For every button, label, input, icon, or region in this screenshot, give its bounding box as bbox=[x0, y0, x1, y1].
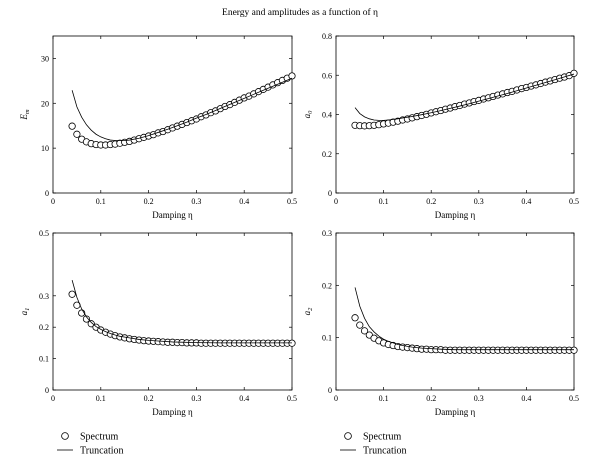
chart-panel: 0 0.1 0.2 0.3 0.4 0.5 0 0.1 0.2 0.3 Damping η a2 bbox=[302, 229, 579, 417]
y-axis-label: a0 bbox=[302, 110, 314, 119]
spectrum-point bbox=[288, 72, 296, 80]
legend-truncation-label: Truncation bbox=[80, 446, 124, 457]
y-tick-label: 0.4 bbox=[322, 111, 332, 120]
x-tick-label: 0.2 bbox=[426, 394, 436, 403]
x-tick-label: 0.5 bbox=[287, 197, 297, 206]
x-tick-label: 0.1 bbox=[379, 197, 389, 206]
x-tick-label: 0.1 bbox=[96, 394, 106, 403]
x-tick-label: 0.2 bbox=[426, 197, 436, 206]
x-tick-label: 0.4 bbox=[239, 394, 249, 403]
spectrum-point bbox=[87, 320, 95, 328]
x-tick-label: 0 bbox=[51, 394, 55, 403]
truncation-line bbox=[354, 287, 574, 351]
x-tick-label: 0.2 bbox=[144, 197, 154, 206]
x-tick-label: 0 bbox=[334, 197, 338, 206]
chart-panel: 0 0.1 0.2 0.3 0.4 0.5 0 0.1 0.2 0.3 0.5 Damping η a1 bbox=[19, 229, 297, 417]
x-tick-label: 0.4 bbox=[521, 197, 531, 206]
x-axis-label: Damping η bbox=[435, 407, 476, 417]
spectrum-point bbox=[73, 130, 81, 138]
y-axis-label: a2 bbox=[302, 307, 314, 316]
legend-spectrum-marker bbox=[344, 432, 352, 440]
y-tick-label: 0.1 bbox=[322, 334, 332, 343]
y-tick-label: 0 bbox=[45, 189, 49, 198]
y-tick-label: 0.2 bbox=[322, 150, 332, 159]
x-tick-label: 0.1 bbox=[96, 197, 106, 206]
plot-frame bbox=[335, 35, 575, 194]
chart-panel: 0 0.1 0.2 0.3 0.4 0.5 0 0.2 0.4 0.6 0.8 Damping η a0 bbox=[302, 32, 579, 220]
x-axis-label: Damping η bbox=[152, 407, 193, 417]
y-tick-label: 0.5 bbox=[39, 229, 49, 238]
plot-frame bbox=[52, 35, 293, 194]
y-tick-label: 0 bbox=[45, 386, 49, 395]
legend-spectrum-label: Spectrum bbox=[363, 432, 402, 443]
y-tick-label: 0.3 bbox=[39, 292, 49, 301]
plot-frame bbox=[335, 232, 575, 391]
x-tick-label: 0.5 bbox=[287, 394, 297, 403]
x-tick-label: 0.3 bbox=[474, 394, 484, 403]
y-tick-label: 0.2 bbox=[322, 281, 332, 290]
truncation-line bbox=[354, 73, 575, 121]
y-tick-label: 0.8 bbox=[322, 32, 332, 41]
y-axis-label: Em bbox=[19, 109, 31, 121]
legend-right: Spectrum Truncation bbox=[340, 432, 407, 457]
x-tick-label: 0.3 bbox=[191, 394, 201, 403]
x-tick-label: 0.4 bbox=[521, 394, 531, 403]
y-tick-label: 10 bbox=[41, 144, 49, 153]
spectrum-point bbox=[68, 290, 76, 298]
x-tick-label: 0.3 bbox=[191, 197, 201, 206]
plot-frame bbox=[52, 232, 293, 391]
y-tick-label: 0.2 bbox=[39, 323, 49, 332]
x-tick-label: 0.4 bbox=[239, 197, 249, 206]
spectrum-point bbox=[356, 321, 364, 329]
truncation-line bbox=[71, 77, 293, 141]
x-tick-label: 0.2 bbox=[144, 394, 154, 403]
y-tick-label: 0 bbox=[328, 189, 332, 198]
panels-group: 0 0.1 0.2 0.3 0.4 0.5 0 10 20 30 Damping η Em 0 0.1 0.… bbox=[19, 32, 579, 417]
x-axis-label: Damping η bbox=[152, 210, 193, 220]
y-tick-label: 0 bbox=[328, 386, 332, 395]
spectrum-point bbox=[351, 314, 359, 322]
spectrum-point bbox=[68, 122, 76, 130]
x-tick-label: 0.3 bbox=[474, 197, 484, 206]
figure-title: Energy and amplitudes as a function of η bbox=[222, 7, 378, 18]
x-tick-label: 0.5 bbox=[569, 394, 579, 403]
x-tick-label: 0.1 bbox=[379, 394, 389, 403]
y-axis-label: a1 bbox=[19, 308, 31, 316]
spectrum-point bbox=[570, 69, 578, 77]
spectrum-point bbox=[570, 346, 578, 354]
y-tick-label: 20 bbox=[41, 99, 49, 108]
x-axis-label: Damping η bbox=[435, 210, 476, 220]
y-tick-label: 0.6 bbox=[322, 71, 332, 80]
x-tick-label: 0.5 bbox=[569, 197, 579, 206]
legend-spectrum-label: Spectrum bbox=[80, 432, 119, 443]
x-tick-label: 0 bbox=[334, 394, 338, 403]
y-tick-label: 0.1 bbox=[39, 355, 49, 364]
truncation-line bbox=[71, 279, 292, 344]
y-tick-label: 30 bbox=[41, 54, 49, 63]
y-tick-label: 0.3 bbox=[322, 229, 332, 238]
legend-spectrum-marker bbox=[61, 432, 69, 440]
spectrum-point bbox=[360, 327, 369, 335]
spectrum-point bbox=[82, 315, 91, 323]
legend-truncation-label: Truncation bbox=[363, 446, 407, 457]
chart-panel: 0 0.1 0.2 0.3 0.4 0.5 0 10 20 30 Damping η Em bbox=[19, 35, 297, 220]
legend-left: Spectrum Truncation bbox=[57, 432, 124, 457]
x-tick-label: 0 bbox=[51, 197, 55, 206]
